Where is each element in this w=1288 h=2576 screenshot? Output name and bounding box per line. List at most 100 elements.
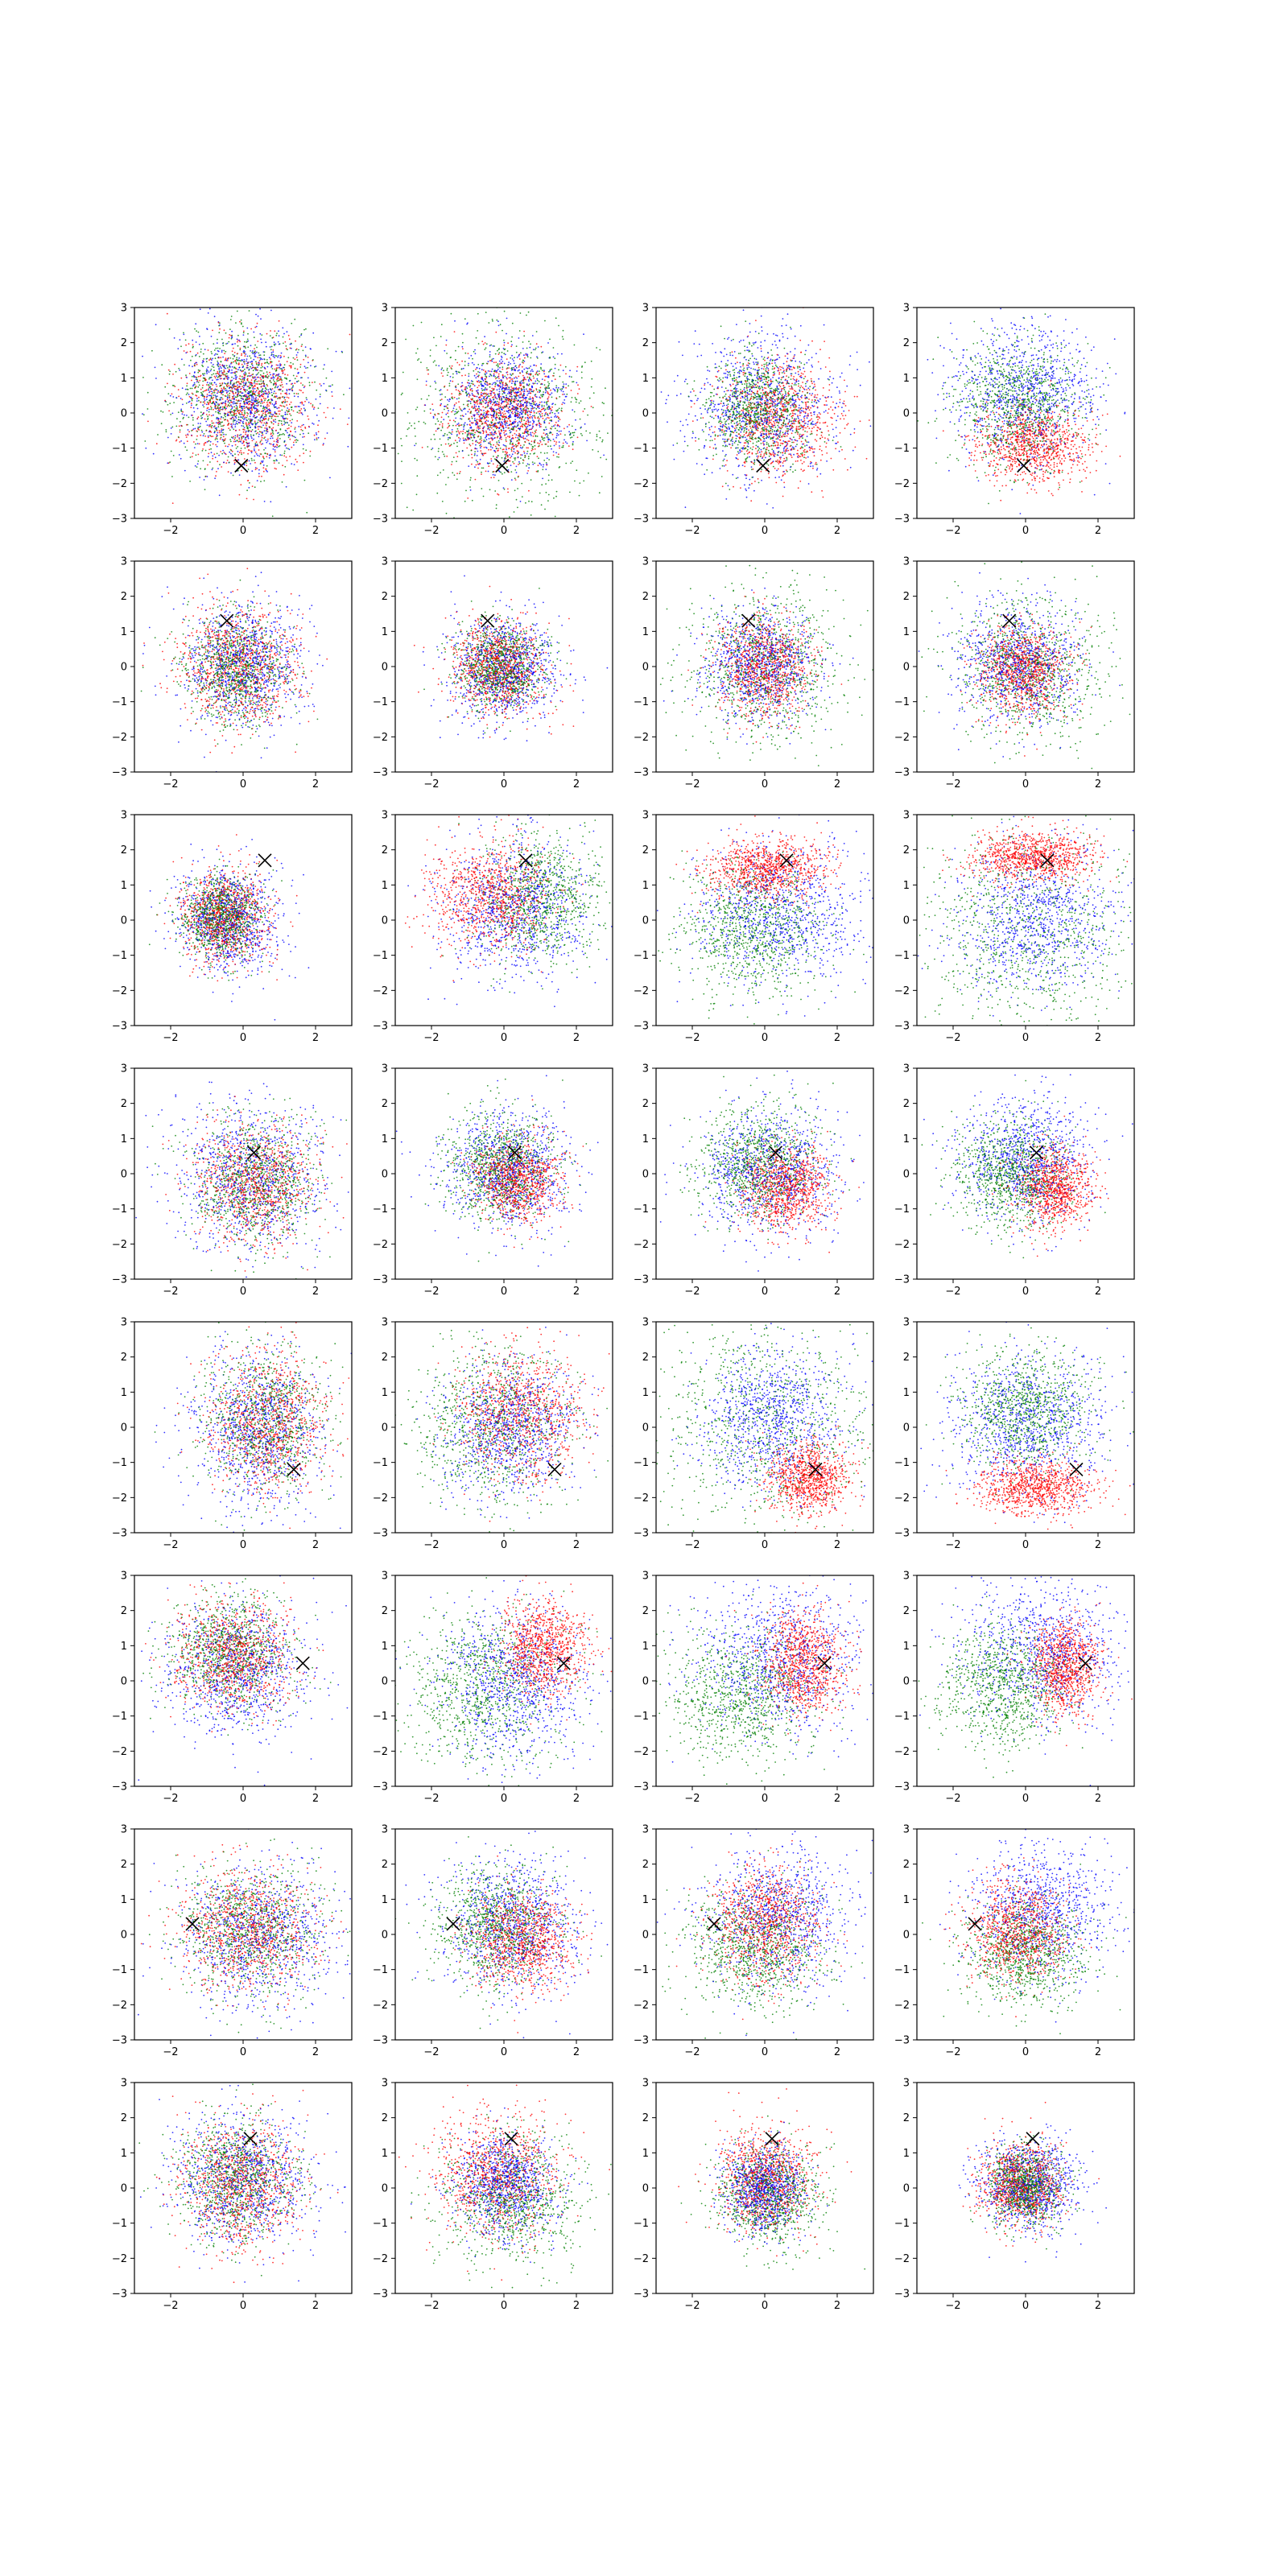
red-point — [178, 389, 180, 390]
red-point — [506, 371, 508, 373]
green-point — [542, 369, 543, 371]
red-point — [322, 444, 324, 446]
red-point — [246, 440, 247, 441]
green-point — [427, 398, 428, 400]
red-point — [521, 388, 522, 390]
red-point — [266, 402, 268, 403]
blue-point — [253, 399, 254, 401]
red-point — [522, 366, 523, 368]
green-point — [183, 332, 184, 334]
blue-point — [494, 474, 496, 476]
blue-point — [199, 344, 200, 345]
green-point — [548, 371, 550, 373]
green-point — [205, 450, 207, 452]
green-point — [336, 359, 338, 361]
red-point — [208, 403, 209, 405]
green-point — [522, 416, 523, 418]
green-point — [283, 343, 284, 345]
green-point — [470, 432, 472, 434]
green-point — [190, 456, 192, 458]
green-point — [580, 419, 581, 420]
green-point — [534, 415, 535, 416]
red-point — [481, 392, 482, 394]
blue-point — [246, 358, 248, 360]
red-point — [485, 407, 486, 409]
green-point — [328, 386, 330, 387]
green-point — [495, 382, 497, 384]
blue-point — [452, 429, 453, 431]
red-point — [535, 418, 536, 419]
blue-point — [247, 436, 249, 438]
green-point — [280, 385, 282, 386]
blue-point — [531, 369, 533, 370]
green-point — [535, 349, 536, 351]
red-point — [526, 421, 527, 423]
red-point — [257, 432, 258, 434]
red-point — [459, 391, 460, 393]
red-point — [577, 384, 579, 386]
red-point — [204, 444, 205, 446]
green-point — [532, 446, 534, 448]
green-point — [239, 435, 241, 436]
red-point — [481, 440, 482, 441]
red-point — [517, 405, 518, 407]
blue-point — [252, 350, 254, 352]
blue-point — [539, 391, 540, 393]
blue-point — [219, 324, 221, 326]
green-point — [200, 392, 202, 394]
red-point — [492, 435, 493, 436]
blue-point — [284, 397, 286, 398]
green-point — [556, 456, 558, 458]
red-point — [576, 366, 578, 368]
green-point — [254, 380, 255, 382]
green-point — [449, 437, 451, 439]
green-point — [260, 381, 262, 382]
blue-point — [559, 441, 560, 443]
green-point — [258, 353, 259, 354]
red-point — [211, 393, 213, 394]
blue-point — [485, 374, 486, 375]
red-point — [464, 374, 466, 376]
blue-point — [310, 348, 312, 349]
red-point — [229, 418, 231, 419]
blue-point — [230, 473, 232, 474]
red-point — [229, 337, 230, 339]
green-point — [241, 448, 242, 449]
blue-point — [454, 320, 456, 322]
red-point — [250, 431, 252, 432]
green-point — [555, 385, 557, 386]
green-point — [246, 425, 248, 427]
green-point — [203, 378, 204, 379]
green-point — [278, 424, 279, 426]
red-point — [568, 445, 570, 447]
red-point — [283, 474, 285, 476]
red-point — [470, 436, 472, 438]
green-point — [510, 401, 511, 402]
blue-point — [297, 352, 299, 353]
green-point — [564, 434, 566, 436]
red-point — [200, 435, 201, 436]
red-point — [447, 390, 448, 391]
blue-point — [241, 420, 242, 422]
green-point — [497, 366, 499, 368]
green-point — [469, 479, 471, 481]
blue-point — [517, 381, 518, 382]
green-point — [498, 440, 500, 442]
blue-point — [507, 393, 509, 394]
blue-point — [207, 382, 208, 383]
red-point — [239, 452, 241, 453]
red-point — [156, 443, 158, 444]
blue-point — [200, 423, 201, 424]
red-point — [312, 382, 313, 383]
blue-point — [349, 388, 351, 390]
blue-point — [524, 361, 526, 362]
green-point — [596, 347, 597, 349]
red-point — [281, 370, 283, 372]
red-point — [258, 381, 260, 382]
green-point — [478, 411, 480, 413]
red-point — [558, 417, 559, 419]
red-point — [518, 443, 520, 444]
red-point — [512, 444, 514, 445]
red-point — [257, 387, 258, 389]
red-point — [477, 399, 479, 401]
